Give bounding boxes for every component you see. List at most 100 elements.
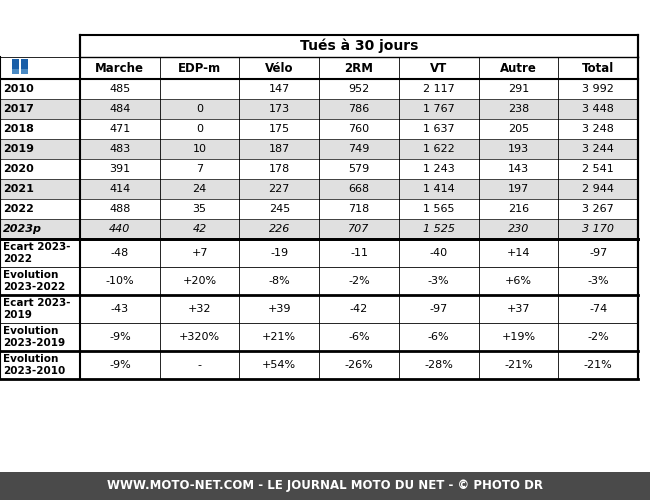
Bar [80, 57, 160, 79]
Bar [160, 57, 239, 79]
Text: -3%: -3% [588, 276, 609, 286]
Text: -21%: -21% [504, 360, 533, 370]
Text: 2017: 2017 [3, 104, 34, 114]
Bar [12, 69, 19, 74]
Bar [399, 199, 478, 219]
Bar [558, 139, 638, 159]
Text: -6%: -6% [428, 332, 450, 342]
Bar [239, 295, 319, 323]
Text: -19: -19 [270, 248, 289, 258]
Bar [21, 59, 28, 64]
Text: -9%: -9% [109, 332, 131, 342]
Text: +32: +32 [188, 304, 211, 314]
Text: 291: 291 [508, 84, 529, 94]
Text: +320%: +320% [179, 332, 220, 342]
Bar [239, 139, 319, 159]
Bar [319, 57, 399, 79]
Text: +7: +7 [191, 248, 208, 258]
Bar [160, 99, 239, 119]
Bar [558, 199, 638, 219]
Text: 175: 175 [268, 124, 290, 134]
Text: -74: -74 [589, 304, 607, 314]
Bar [21, 69, 28, 74]
Text: -3%: -3% [428, 276, 450, 286]
Bar [558, 99, 638, 119]
Bar [399, 239, 478, 267]
Text: 2023p: 2023p [3, 224, 42, 234]
Text: 2019: 2019 [3, 144, 34, 154]
Bar [319, 295, 399, 323]
Text: 2021: 2021 [3, 184, 34, 194]
Text: 707: 707 [348, 224, 370, 234]
Bar [478, 159, 558, 179]
Text: 3 170: 3 170 [582, 224, 614, 234]
Bar [0, 79, 80, 99]
Text: 2020: 2020 [3, 164, 34, 174]
Bar [239, 351, 319, 379]
Bar [478, 57, 558, 79]
Bar [80, 239, 160, 267]
Text: 3 248: 3 248 [582, 124, 614, 134]
Bar [160, 199, 239, 219]
Text: 197: 197 [508, 184, 529, 194]
Bar [239, 239, 319, 267]
Text: -6%: -6% [348, 332, 370, 342]
Bar [0, 267, 80, 295]
Bar [478, 99, 558, 119]
Bar [478, 267, 558, 295]
Bar [239, 99, 319, 119]
Text: 2018: 2018 [3, 124, 34, 134]
Text: -11: -11 [350, 248, 368, 258]
Bar [558, 219, 638, 239]
Text: 1 243: 1 243 [423, 164, 454, 174]
Bar [80, 35, 638, 57]
Bar [80, 295, 160, 323]
Bar [239, 57, 319, 79]
Text: 579: 579 [348, 164, 370, 174]
Text: 485: 485 [109, 84, 131, 94]
Text: 227: 227 [268, 184, 290, 194]
Bar [558, 267, 638, 295]
Text: +39: +39 [268, 304, 291, 314]
Text: 0: 0 [196, 124, 203, 134]
Text: +54%: +54% [262, 360, 296, 370]
Text: +37: +37 [507, 304, 530, 314]
Text: +19%: +19% [501, 332, 536, 342]
Text: -43: -43 [111, 304, 129, 314]
Text: 471: 471 [109, 124, 131, 134]
Bar [319, 267, 399, 295]
Bar [21, 64, 28, 69]
Text: 440: 440 [109, 224, 131, 234]
Bar [399, 159, 478, 179]
Text: 718: 718 [348, 204, 370, 214]
Text: +20%: +20% [183, 276, 216, 286]
Bar [160, 323, 239, 351]
Bar [478, 239, 558, 267]
Text: -40: -40 [430, 248, 448, 258]
Bar [319, 219, 399, 239]
Bar [0, 179, 80, 199]
Bar [399, 119, 478, 139]
Text: 24: 24 [192, 184, 207, 194]
Text: 3 448: 3 448 [582, 104, 614, 114]
Bar [0, 351, 80, 379]
Text: -26%: -26% [344, 360, 373, 370]
Text: 1 622: 1 622 [423, 144, 454, 154]
Text: 2 117: 2 117 [423, 84, 454, 94]
Text: Autre: Autre [500, 62, 537, 74]
Bar [478, 351, 558, 379]
Text: 0: 0 [196, 104, 203, 114]
Bar [80, 79, 160, 99]
Text: 2 541: 2 541 [582, 164, 614, 174]
Text: +6%: +6% [505, 276, 532, 286]
Bar [160, 351, 239, 379]
Text: 35: 35 [192, 204, 207, 214]
Bar [558, 79, 638, 99]
Text: -9%: -9% [109, 360, 131, 370]
Bar [0, 295, 80, 323]
Text: 178: 178 [268, 164, 290, 174]
Text: -21%: -21% [584, 360, 612, 370]
Bar [0, 199, 80, 219]
Bar [0, 57, 80, 79]
Bar [0, 119, 80, 139]
